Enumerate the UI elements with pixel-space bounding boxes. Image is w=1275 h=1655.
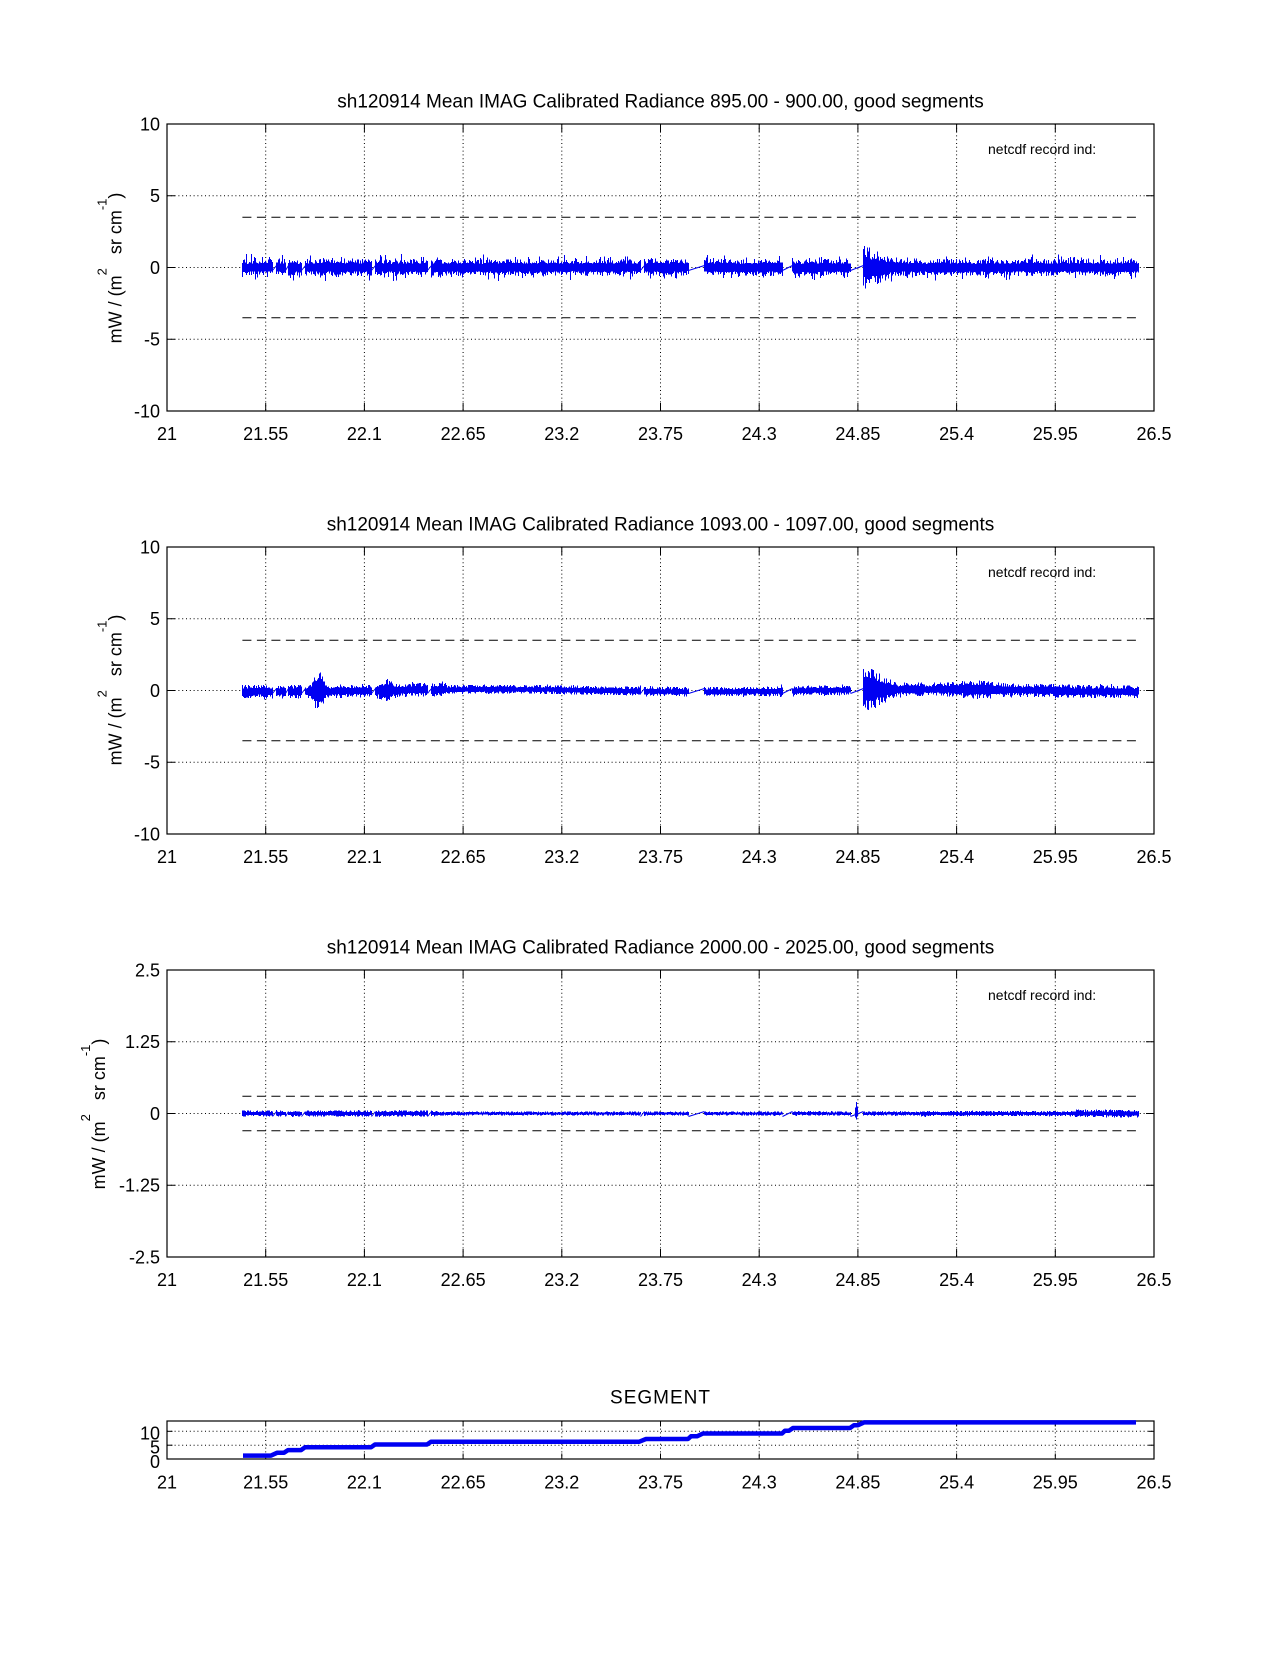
- svg-text:23.2: 23.2: [544, 424, 579, 444]
- svg-text:23.2: 23.2: [544, 1472, 579, 1492]
- svg-text:23.2: 23.2: [544, 1270, 579, 1290]
- svg-text:25.4: 25.4: [939, 424, 974, 444]
- svg-text:netcdf record ind:: netcdf record ind:: [988, 564, 1096, 580]
- svg-text:21: 21: [157, 1472, 177, 1492]
- svg-text:sh120914 Mean IMAG Calibrated: sh120914 Mean IMAG Calibrated Radiance 1…: [327, 515, 995, 536]
- svg-text:26.5: 26.5: [1136, 1270, 1171, 1290]
- svg-text:25.95: 25.95: [1033, 847, 1078, 867]
- svg-text:22.65: 22.65: [441, 1270, 486, 1290]
- svg-text:10: 10: [140, 114, 160, 134]
- svg-text:25.95: 25.95: [1033, 1472, 1078, 1492]
- svg-text:25.4: 25.4: [939, 847, 974, 867]
- svg-text:23.2: 23.2: [544, 847, 579, 867]
- svg-text:24.85: 24.85: [835, 1472, 880, 1492]
- svg-text:5: 5: [150, 1438, 160, 1458]
- svg-text:23.75: 23.75: [638, 1270, 683, 1290]
- svg-text:21.55: 21.55: [243, 1472, 288, 1492]
- svg-text:2.5: 2.5: [135, 960, 160, 980]
- svg-text:21.55: 21.55: [243, 424, 288, 444]
- svg-text:-10: -10: [134, 401, 160, 421]
- svg-text:netcdf record ind:: netcdf record ind:: [988, 141, 1096, 157]
- svg-text:24.3: 24.3: [742, 1270, 777, 1290]
- svg-text:24.3: 24.3: [742, 1472, 777, 1492]
- svg-text:SEGMENT: SEGMENT: [610, 1387, 711, 1408]
- svg-text:10: 10: [140, 1424, 160, 1444]
- svg-text:-1.25: -1.25: [119, 1176, 160, 1196]
- svg-text:5: 5: [150, 609, 160, 629]
- svg-text:-5: -5: [144, 330, 160, 350]
- svg-text:26.5: 26.5: [1136, 424, 1171, 444]
- svg-text:22.65: 22.65: [441, 847, 486, 867]
- svg-text:22.1: 22.1: [347, 424, 382, 444]
- svg-text:24.85: 24.85: [835, 847, 880, 867]
- svg-text:sh120914 Mean IMAG Calibrated: sh120914 Mean IMAG Calibrated Radiance 2…: [327, 938, 995, 959]
- svg-text:24.85: 24.85: [835, 1270, 880, 1290]
- svg-text:23.75: 23.75: [638, 1472, 683, 1492]
- svg-text:21: 21: [157, 424, 177, 444]
- svg-text:22.1: 22.1: [347, 1270, 382, 1290]
- svg-text:netcdf record ind:: netcdf record ind:: [988, 987, 1096, 1003]
- svg-text:mW / (m2 sr cm-1): mW / (m2 sr cm-1): [95, 615, 126, 766]
- svg-text:10: 10: [140, 537, 160, 557]
- svg-text:24.85: 24.85: [835, 424, 880, 444]
- svg-text:26.5: 26.5: [1136, 1472, 1171, 1492]
- svg-text:24.3: 24.3: [742, 847, 777, 867]
- svg-text:25.4: 25.4: [939, 1270, 974, 1290]
- svg-text:-2.5: -2.5: [129, 1247, 160, 1267]
- svg-text:0: 0: [150, 1104, 160, 1124]
- svg-text:21.55: 21.55: [243, 847, 288, 867]
- svg-text:22.65: 22.65: [441, 424, 486, 444]
- svg-text:25.95: 25.95: [1033, 1270, 1078, 1290]
- svg-text:22.1: 22.1: [347, 847, 382, 867]
- svg-text:22.65: 22.65: [441, 1472, 486, 1492]
- svg-text:5: 5: [150, 186, 160, 206]
- svg-text:sh120914 Mean IMAG Calibrated: sh120914 Mean IMAG Calibrated Radiance 8…: [337, 92, 983, 113]
- svg-text:21: 21: [157, 847, 177, 867]
- svg-text:0: 0: [150, 258, 160, 278]
- svg-text:0: 0: [150, 681, 160, 701]
- svg-text:23.75: 23.75: [638, 847, 683, 867]
- svg-text:24.3: 24.3: [742, 424, 777, 444]
- svg-text:-5: -5: [144, 753, 160, 773]
- svg-text:1.25: 1.25: [125, 1032, 160, 1052]
- svg-text:-10: -10: [134, 824, 160, 844]
- svg-text:21.55: 21.55: [243, 1270, 288, 1290]
- svg-text:23.75: 23.75: [638, 424, 683, 444]
- svg-text:26.5: 26.5: [1136, 847, 1171, 867]
- svg-text:22.1: 22.1: [347, 1472, 382, 1492]
- svg-text:25.4: 25.4: [939, 1472, 974, 1492]
- svg-text:21: 21: [157, 1270, 177, 1290]
- svg-text:25.95: 25.95: [1033, 424, 1078, 444]
- svg-text:0: 0: [150, 1452, 160, 1472]
